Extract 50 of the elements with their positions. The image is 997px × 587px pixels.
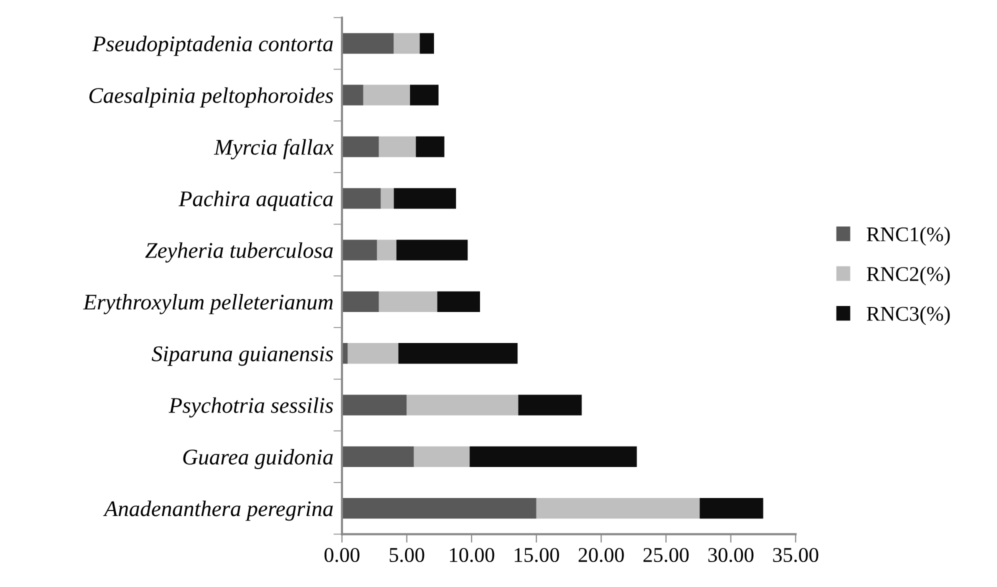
- bar: [342, 188, 381, 209]
- x-tick-label: 35.00: [773, 548, 818, 562]
- x-tick-label: 5.00: [390, 548, 424, 562]
- y-tick-label: Siparuna guianensis: [152, 346, 333, 366]
- y-tick-label: Pseudopiptadenia contorta: [92, 36, 333, 56]
- bar: [394, 188, 456, 209]
- bar: [437, 291, 480, 312]
- legend-label: RNC3(%): [866, 306, 950, 326]
- bar: [518, 394, 582, 416]
- bar: [342, 498, 536, 519]
- x-tick-label: 20.00: [578, 548, 624, 562]
- x-tick-label: 10.00: [450, 548, 494, 562]
- y-tick-label: Psychotria sessilis: [168, 397, 333, 418]
- y-tick-label: Caesalpinia peltophoroides: [89, 87, 333, 108]
- bar: [406, 394, 518, 416]
- bar: [410, 84, 439, 106]
- x-tick-label: 0.00: [324, 548, 360, 562]
- bar: [414, 446, 470, 468]
- bar: [348, 343, 398, 364]
- y-tick-label: Erythroxylum pelleterianum: [83, 294, 333, 314]
- y-tick-label: Anadenanthera peregrina: [103, 500, 333, 521]
- bar: [536, 498, 700, 519]
- bar: [342, 394, 407, 416]
- x-tick-label: 30.00: [708, 548, 754, 562]
- y-tick-label: Pachira aquatica: [178, 190, 333, 211]
- legend-label: RNC2(%): [866, 266, 950, 286]
- bar: [342, 240, 377, 260]
- bar: [376, 240, 396, 260]
- bar: [342, 136, 379, 158]
- bar: [342, 446, 414, 468]
- y-tick-label: Guarea guidonia: [183, 448, 333, 470]
- bar: [342, 84, 364, 106]
- bar: [398, 343, 518, 364]
- bar: [378, 291, 438, 312]
- bar: [378, 136, 416, 158]
- bar: [700, 498, 764, 519]
- x-tick-label: 15.00: [514, 548, 560, 562]
- bar: [342, 291, 379, 312]
- bar: [396, 240, 468, 260]
- bar: [394, 33, 420, 54]
- bar: [342, 33, 394, 54]
- bar: [416, 136, 444, 158]
- y-tick-label: Zeyheria tuberculosa: [145, 242, 333, 263]
- bar: [380, 188, 394, 209]
- bar: [470, 446, 637, 468]
- legend-label: RNC1(%): [866, 226, 950, 246]
- x-tick-label: 25.00: [643, 548, 689, 562]
- y-tick-label: Myrcia fallax: [214, 138, 334, 160]
- bar: [363, 84, 410, 106]
- bar: [420, 33, 434, 54]
